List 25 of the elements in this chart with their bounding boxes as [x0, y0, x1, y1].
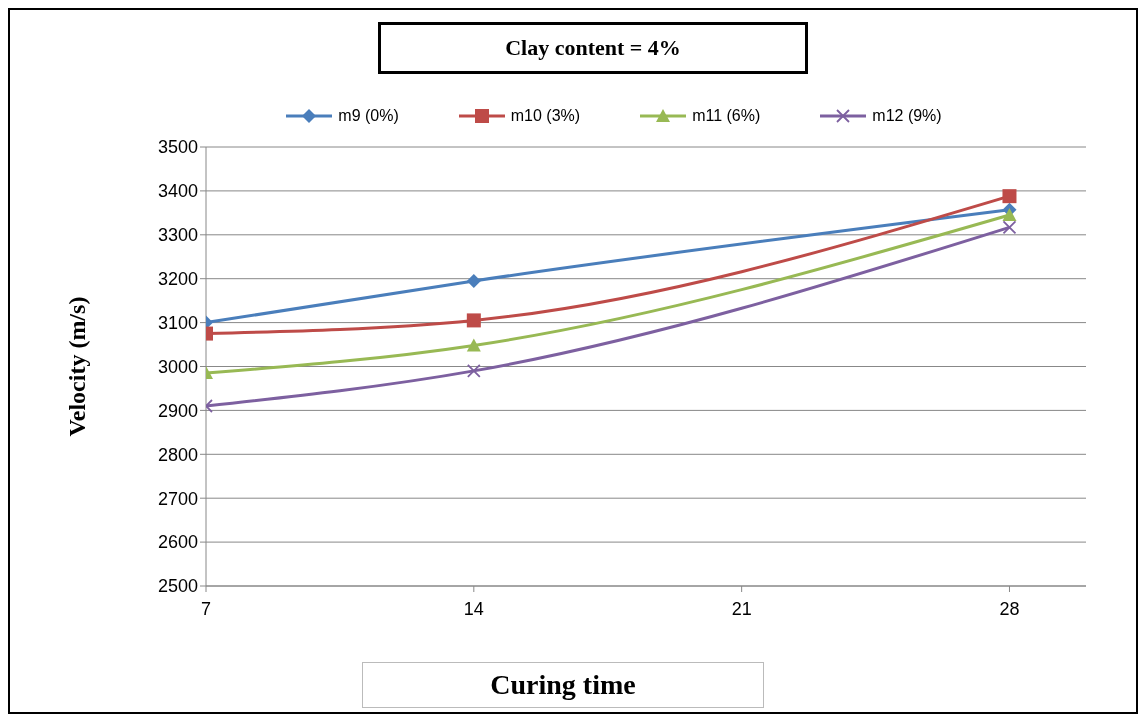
y-tick-label: 2500 [157, 576, 198, 597]
point [1002, 220, 1017, 235]
y-tick-label: 2900 [157, 400, 198, 421]
legend-label: m11 (6%) [692, 107, 761, 125]
y-tick-label: 3200 [157, 269, 198, 290]
y-tick-label: 2800 [157, 444, 198, 465]
legend-label: m12 (9%) [872, 107, 942, 125]
point [1002, 189, 1017, 204]
y-tick-label: 3300 [157, 225, 198, 246]
y-tick-label: 2600 [157, 532, 198, 553]
chart-title: Clay content = 4% [378, 22, 808, 74]
y-tick-label: 2700 [157, 488, 198, 509]
y-tick-label: 3000 [157, 356, 198, 377]
x-tick-label: 21 [731, 598, 752, 619]
x-tick-label: 14 [463, 598, 484, 619]
point [1002, 208, 1017, 222]
x-tick-label: 7 [200, 598, 212, 619]
y-tick-label: 3500 [157, 137, 198, 158]
x-tick-label: 28 [999, 598, 1020, 619]
legend-label: m9 (0%) [338, 107, 399, 125]
x-axis-title: Curing time [362, 662, 764, 708]
legend-label: m10 (3%) [510, 107, 581, 125]
y-axis-title: Velocity (m/s) [63, 296, 90, 437]
y-tick-label: 3400 [157, 181, 198, 202]
y-tick-label: 3100 [157, 312, 198, 333]
